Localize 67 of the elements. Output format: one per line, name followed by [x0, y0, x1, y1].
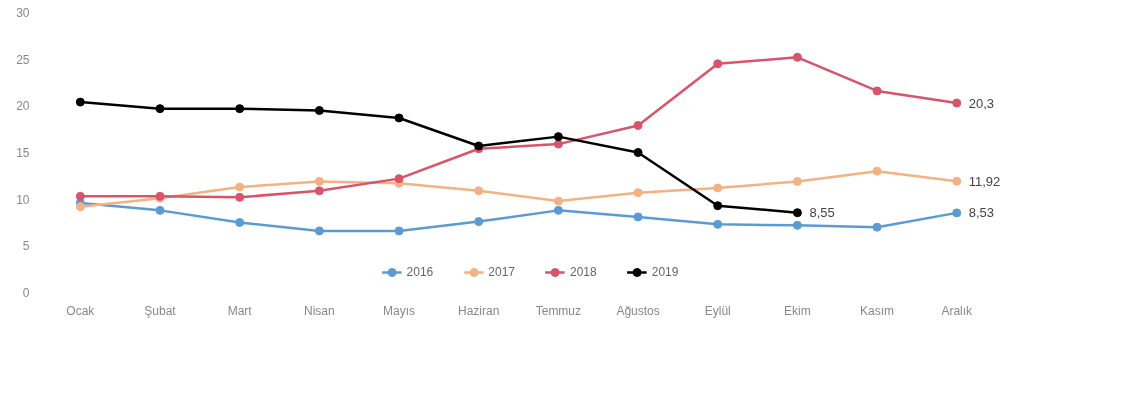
point	[394, 226, 404, 236]
point	[713, 201, 723, 211]
point	[235, 192, 245, 202]
point	[314, 186, 324, 196]
x-tick-label: Nisan	[304, 303, 335, 318]
x-tick-label: Haziran	[458, 303, 500, 318]
x-tick-label: Ağustos	[616, 303, 660, 318]
legend-label: 2018	[570, 265, 597, 279]
y-tick-label: 0	[22, 286, 30, 300]
x-tick-label: Temmuz	[535, 303, 582, 318]
data-label: 20,3	[968, 95, 995, 111]
x-tick-label: Şubat	[144, 303, 177, 318]
point	[713, 59, 723, 69]
point	[872, 166, 882, 176]
point	[314, 106, 324, 115]
point	[235, 182, 245, 192]
y-tick-label: 15	[16, 146, 30, 160]
data-label: 11,92	[968, 173, 1001, 189]
x-tick-label: Mayıs	[383, 303, 416, 318]
point	[75, 202, 85, 212]
point	[394, 174, 404, 184]
point	[235, 104, 245, 114]
x-tick-label: Kasım	[860, 303, 895, 318]
point	[952, 208, 962, 218]
point	[553, 139, 563, 149]
point	[792, 220, 802, 230]
point	[872, 86, 882, 96]
point	[872, 222, 882, 232]
point	[952, 98, 962, 108]
x-tick-label: Ocak	[66, 303, 96, 318]
point	[474, 186, 484, 196]
data-label: 8,55	[809, 205, 835, 221]
point	[314, 176, 324, 186]
point	[713, 219, 723, 229]
x-tick-label: Eylül	[704, 303, 731, 318]
point	[553, 205, 563, 215]
point	[394, 113, 404, 123]
point	[633, 188, 643, 198]
point	[713, 183, 723, 193]
y-tick-label: 10	[16, 192, 30, 207]
legend-label: 2017	[488, 265, 515, 279]
point	[633, 120, 643, 130]
y-tick-label: 25	[16, 52, 30, 67]
point	[75, 97, 85, 107]
point	[792, 208, 802, 218]
x-tick-label: Aralık	[941, 303, 974, 318]
point	[633, 148, 643, 157]
y-tick-label: 20	[16, 99, 30, 114]
point	[474, 217, 484, 227]
legend-label: 2019	[651, 265, 679, 279]
point	[235, 218, 245, 227]
point	[633, 212, 643, 222]
point	[75, 191, 85, 201]
point	[792, 176, 802, 186]
point	[155, 205, 165, 215]
point	[553, 196, 563, 206]
point	[314, 226, 324, 236]
point	[155, 104, 165, 114]
point	[553, 132, 563, 142]
point	[792, 52, 802, 62]
point	[952, 176, 962, 186]
legend-label: 2016	[406, 265, 434, 279]
y-tick-label: 5	[22, 239, 30, 254]
x-tick-label: Mart	[227, 303, 253, 318]
x-tick-label: Ekim	[784, 303, 811, 318]
y-tick-label: 30	[16, 6, 30, 20]
data-label: 8,53	[968, 205, 995, 221]
